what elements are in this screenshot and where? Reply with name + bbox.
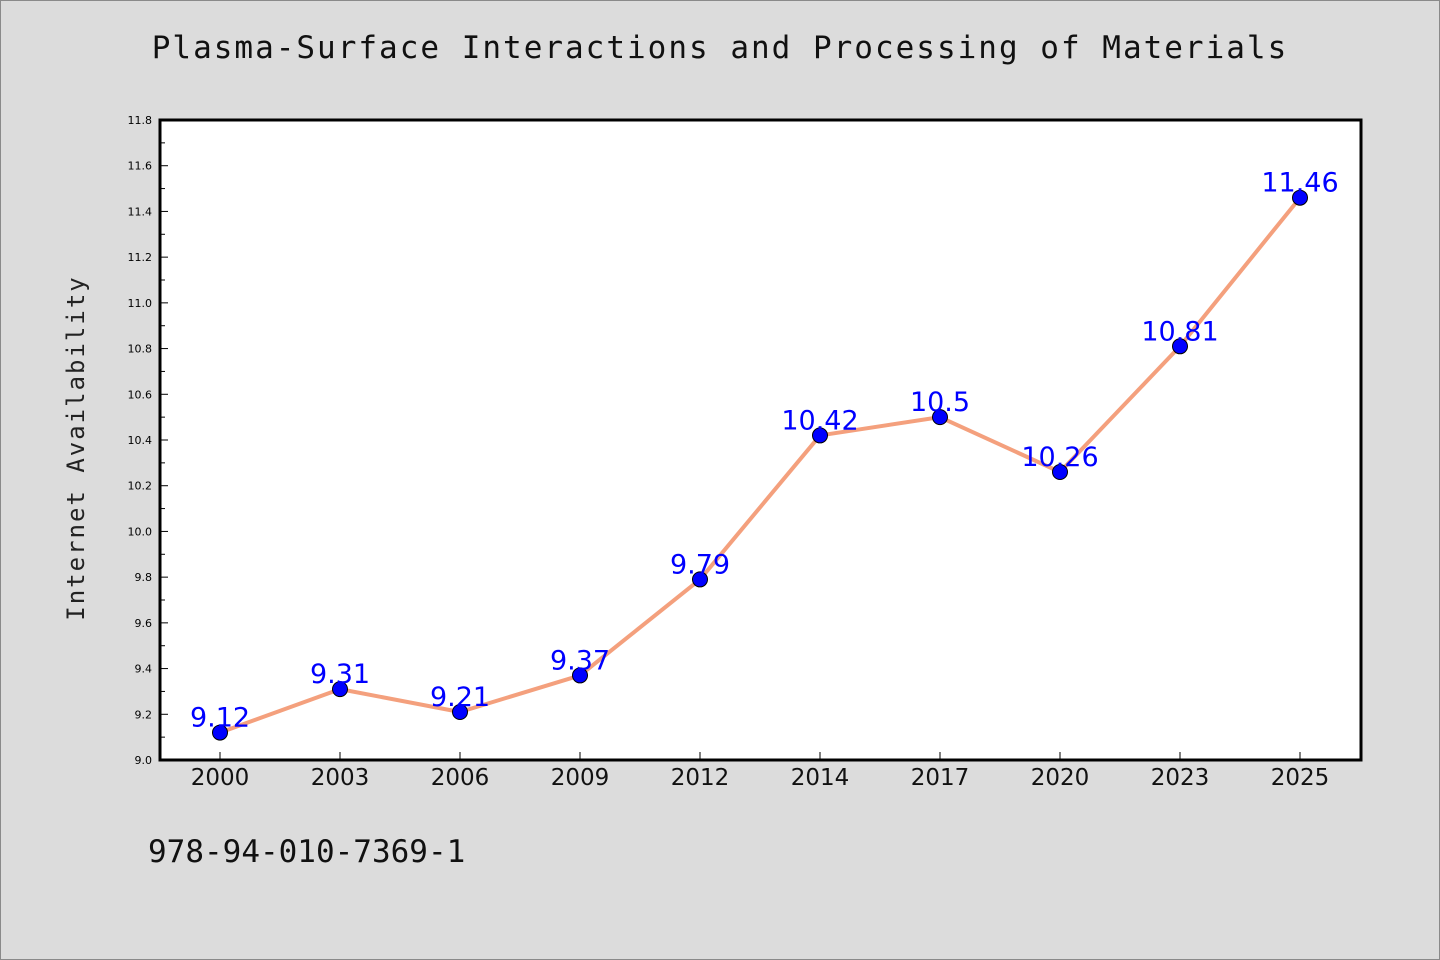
y-tick-label: 9.2 (135, 708, 153, 721)
data-label: 9.12 (190, 703, 250, 734)
data-label: 10.26 (1021, 442, 1098, 473)
y-tick-label: 9.0 (135, 754, 153, 767)
y-tick-label: 10.0 (128, 525, 153, 538)
data-point (1052, 464, 1068, 480)
x-tick-label: 2006 (431, 765, 490, 791)
y-tick-label: 10.2 (128, 480, 153, 493)
y-tick-label: 9.8 (135, 571, 153, 584)
data-label: 11.46 (1261, 168, 1338, 199)
y-tick-label: 10.4 (128, 434, 153, 447)
data-label: 9.31 (310, 659, 370, 690)
data-point (932, 409, 948, 426)
y-tick-label: 10.6 (128, 388, 153, 401)
x-tick-label: 2023 (1151, 765, 1210, 791)
plot-area (158, 118, 1363, 762)
y-tick-label: 11.0 (128, 297, 153, 310)
data-label: 9.37 (550, 645, 610, 676)
data-label: 10.5 (910, 387, 970, 418)
x-tick-label: 2020 (1031, 765, 1090, 791)
data-point (332, 681, 348, 698)
chart-title: Plasma-Surface Interactions and Processi… (151, 30, 1289, 66)
x-tick-label: 2012 (671, 765, 730, 791)
series-line (218, 195, 1302, 735)
y-tick-label: 11.2 (128, 251, 153, 264)
data-point (572, 667, 588, 684)
x-tick-label: 2000 (191, 765, 250, 791)
y-tick-label: 10.8 (128, 343, 153, 356)
y-tick-label: 9.4 (135, 663, 153, 676)
y-tick-label: 11.4 (128, 205, 153, 218)
x-tick-label: 2017 (911, 765, 970, 791)
data-point (452, 704, 468, 720)
y-tick-label: 9.6 (135, 617, 153, 630)
data-point (1292, 189, 1308, 206)
data-point (1172, 338, 1188, 355)
y-tick-label: 11.6 (128, 160, 153, 173)
x-tick-label: 2003 (311, 765, 370, 791)
y-tick-label: 11.8 (128, 114, 153, 127)
data-label: 10.42 (781, 405, 858, 436)
data-label: 9.79 (670, 549, 730, 580)
data-label: 9.21 (430, 682, 490, 713)
x-tick-label: 2014 (791, 765, 850, 791)
x-tick-label: 2025 (1271, 765, 1330, 791)
data-label: 10.81 (1141, 316, 1218, 347)
isbn-text: 978-94-010-7369-1 (148, 834, 466, 870)
data-point (692, 571, 708, 588)
data-point (212, 724, 228, 741)
data-point (812, 427, 828, 444)
x-tick-label: 2009 (551, 765, 610, 791)
